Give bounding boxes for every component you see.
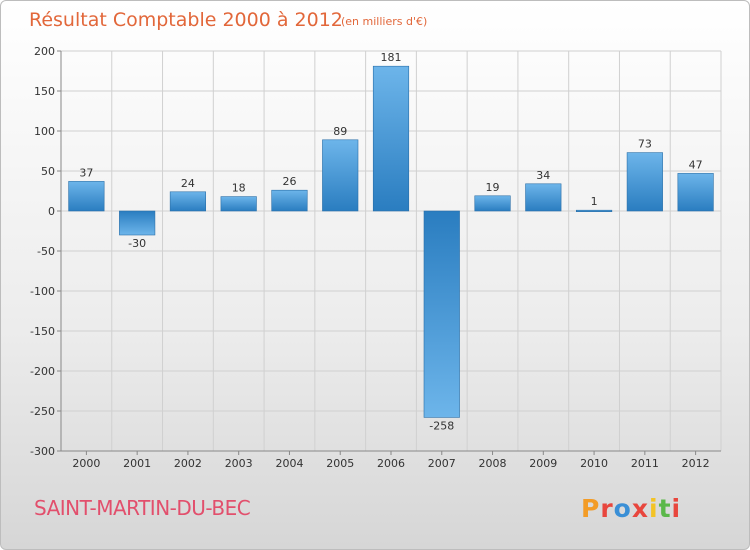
y-tick-label: 200	[34, 45, 55, 58]
brand-letter: P	[581, 494, 600, 523]
brand-letter: x	[632, 494, 649, 523]
y-tick-label: -100	[30, 285, 55, 298]
value-label: 47	[689, 158, 703, 171]
y-tick-label: 150	[34, 85, 55, 98]
y-tick-label: 50	[41, 165, 55, 178]
chart-title: Résultat Comptable 2000 à 2012	[29, 9, 343, 31]
y-tick-label: -250	[30, 405, 55, 418]
y-axis-ticks: 200 150 100 50 0 -50 -100 -150 -200 -250 -300	[30, 45, 61, 458]
x-axis-ticks: 2000 2001 2002 2003 2004 2005 2006 2007 2008 2009…	[72, 451, 710, 470]
bar-2010	[576, 209, 613, 212]
x-tick-label: 2002	[174, 457, 202, 470]
value-label: 24	[181, 177, 195, 190]
bar-2007	[423, 210, 460, 418]
brand-letter: r	[600, 494, 613, 523]
bar-2001	[119, 210, 156, 236]
chart-unit-note: (en milliers d'€)	[341, 15, 427, 28]
brand-letter: i	[649, 494, 659, 523]
bar-2000	[68, 181, 105, 212]
value-label: 1	[591, 195, 598, 208]
brand-letter: t	[659, 494, 672, 523]
commune-name: SAINT-MARTIN-DU-BEC	[34, 496, 250, 520]
value-label: -258	[429, 419, 454, 432]
x-tick-label: 2004	[275, 457, 303, 470]
proxiti-logo: Proxiti	[581, 494, 681, 523]
value-label: 19	[486, 181, 500, 194]
y-tick-label: -150	[30, 325, 55, 338]
y-tick-label: -50	[37, 245, 55, 258]
y-tick-label: 100	[34, 125, 55, 138]
value-labels: 37 -30 24 18 26 89 181 -258 19 34 1 73 47	[79, 51, 702, 432]
x-tick-label: 2011	[631, 457, 659, 470]
x-tick-label: 2012	[682, 457, 710, 470]
value-label: 18	[232, 182, 246, 195]
bar-2006	[372, 65, 410, 212]
value-label: 26	[282, 175, 296, 188]
y-tick-label: -300	[30, 445, 55, 458]
x-tick-label: 2001	[123, 457, 151, 470]
x-tick-label: 2003	[225, 457, 253, 470]
value-label: 34	[536, 169, 550, 182]
x-tick-label: 2008	[479, 457, 507, 470]
bar-2012	[677, 173, 714, 212]
x-tick-label: 2005	[326, 457, 354, 470]
x-tick-label: 2010	[580, 457, 608, 470]
value-label: 89	[333, 125, 347, 138]
y-tick-label: -200	[30, 365, 55, 378]
bar-2003	[220, 196, 257, 212]
bar-2011	[626, 152, 663, 212]
value-label: 73	[638, 138, 652, 151]
brand-letter: o	[614, 494, 632, 523]
y-tick-label: 0	[48, 205, 55, 218]
bar-2005	[322, 139, 359, 212]
x-tick-label: 2000	[72, 457, 100, 470]
x-tick-label: 2006	[377, 457, 405, 470]
bars	[68, 65, 714, 418]
x-tick-label: 2007	[428, 457, 456, 470]
x-tick-label: 2009	[529, 457, 557, 470]
bar-2008	[474, 195, 511, 212]
bar-2004	[271, 189, 308, 212]
value-label: 37	[79, 166, 93, 179]
bar-2002	[169, 191, 206, 212]
value-label: -30	[128, 237, 146, 250]
value-label: 181	[381, 51, 402, 64]
brand-letter: i	[672, 494, 682, 523]
bar-2009	[525, 183, 562, 212]
